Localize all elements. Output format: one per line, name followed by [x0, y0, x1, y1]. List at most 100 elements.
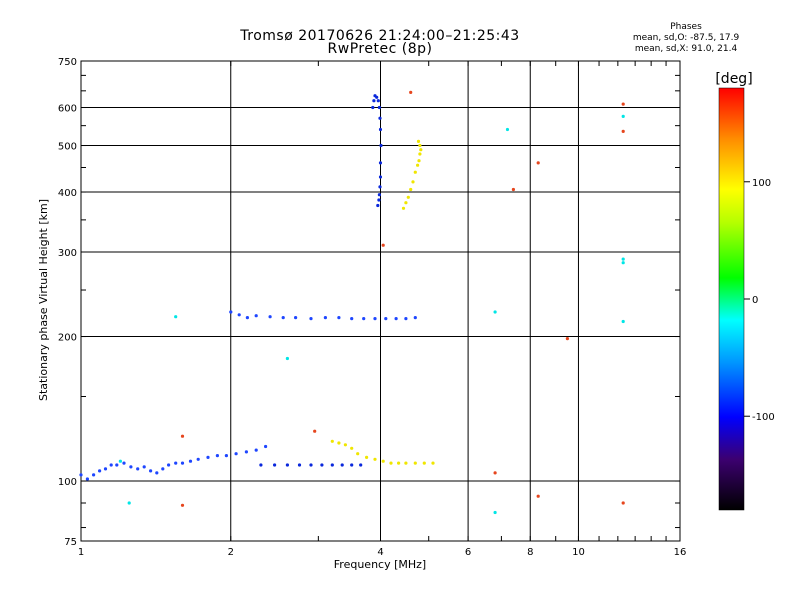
data-point: [167, 463, 171, 467]
data-points: [79, 90, 625, 515]
data-point: [161, 467, 165, 471]
data-point: [505, 127, 510, 132]
data-point: [371, 105, 375, 110]
data-point: [129, 465, 133, 469]
colorbar-label: [deg]: [715, 71, 752, 87]
data-point: [411, 180, 415, 184]
data-point: [254, 314, 258, 318]
data-point: [180, 503, 185, 507]
y-tick-label: 750: [58, 57, 77, 68]
chart-title: Tromsø 20170626 21:24:00–21:25:43: [240, 28, 520, 44]
data-point: [621, 261, 625, 265]
data-point: [320, 463, 324, 467]
x-axis-label: Frequency [MHz]: [334, 558, 426, 571]
data-point: [377, 105, 381, 110]
data-point: [377, 198, 381, 202]
data-point: [79, 473, 83, 477]
grid-lines: [81, 61, 680, 541]
data-point: [174, 315, 178, 319]
data-point: [127, 501, 131, 505]
y-tick-label: 200: [58, 333, 77, 344]
data-point: [245, 316, 249, 320]
data-point: [373, 317, 377, 321]
data-point: [372, 99, 376, 103]
data-point: [180, 434, 185, 438]
data-point: [536, 494, 540, 498]
data-point: [309, 317, 313, 321]
colorbar-tick-label: -100: [752, 412, 775, 423]
data-point: [109, 463, 113, 467]
x-tick-label: 10: [572, 547, 585, 558]
data-point: [409, 90, 413, 94]
data-point: [149, 469, 153, 473]
data-point: [621, 257, 625, 261]
data-point: [404, 461, 408, 465]
data-point: [350, 463, 354, 467]
data-point: [378, 116, 382, 120]
x-tick-label: 8: [527, 547, 533, 558]
y-tick-label: 300: [58, 248, 77, 259]
data-point: [350, 317, 354, 321]
data-point: [493, 310, 497, 314]
data-point: [294, 316, 298, 320]
data-point: [565, 337, 570, 341]
data-point: [416, 139, 421, 143]
chart-subtitle: RwPretec (8p): [327, 41, 433, 57]
y-tick-label: 400: [58, 188, 77, 199]
data-point: [384, 317, 388, 321]
y-axis-label: Stationary phase Virtual Height [km]: [37, 199, 50, 401]
data-point: [373, 94, 377, 98]
data-point: [174, 461, 178, 465]
colorbar-tick-label: 0: [752, 295, 758, 306]
data-point: [285, 356, 289, 361]
y-tick-label: 75: [64, 537, 77, 548]
data-point: [376, 99, 380, 103]
colorbar-ticks: 100 0 -100: [744, 178, 775, 423]
data-point: [313, 429, 317, 433]
data-point: [359, 463, 363, 467]
data-point: [362, 317, 366, 321]
data-point: [268, 315, 272, 319]
data-point: [413, 461, 417, 465]
x-tick-label: 4: [377, 547, 383, 558]
data-point: [377, 193, 381, 197]
data-point: [92, 473, 96, 477]
data-point: [397, 461, 401, 465]
data-point: [118, 459, 122, 463]
data-point: [493, 471, 497, 475]
data-point: [404, 317, 408, 321]
data-point: [244, 450, 248, 454]
data-point: [401, 206, 406, 210]
colorbar: [718, 87, 745, 511]
data-point: [381, 243, 385, 247]
data-point: [418, 143, 422, 148]
data-point: [394, 317, 398, 321]
data-point: [379, 143, 383, 148]
x-tick-label: 16: [674, 547, 687, 558]
data-point: [330, 463, 334, 467]
data-point: [340, 463, 344, 467]
data-point: [419, 148, 423, 152]
y-tick-label: 500: [58, 142, 77, 153]
data-point: [389, 461, 393, 465]
data-point: [234, 452, 238, 456]
data-point: [323, 316, 327, 320]
data-point: [413, 170, 417, 174]
y-tick-label: 600: [58, 104, 77, 115]
data-point: [422, 461, 426, 465]
data-point: [621, 102, 625, 106]
data-point: [264, 444, 268, 449]
data-point: [621, 114, 625, 118]
data-point: [142, 465, 146, 469]
data-point: [378, 185, 382, 189]
data-point: [155, 471, 159, 475]
data-point: [409, 187, 413, 192]
x-tick-label: 2: [228, 547, 234, 558]
data-point: [536, 161, 540, 165]
data-point: [98, 469, 102, 473]
data-point: [413, 316, 417, 320]
data-point: [350, 446, 354, 450]
data-point: [416, 163, 420, 167]
data-point: [330, 439, 334, 443]
